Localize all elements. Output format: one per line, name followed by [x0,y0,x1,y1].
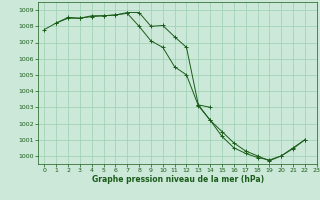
X-axis label: Graphe pression niveau de la mer (hPa): Graphe pression niveau de la mer (hPa) [92,175,264,184]
